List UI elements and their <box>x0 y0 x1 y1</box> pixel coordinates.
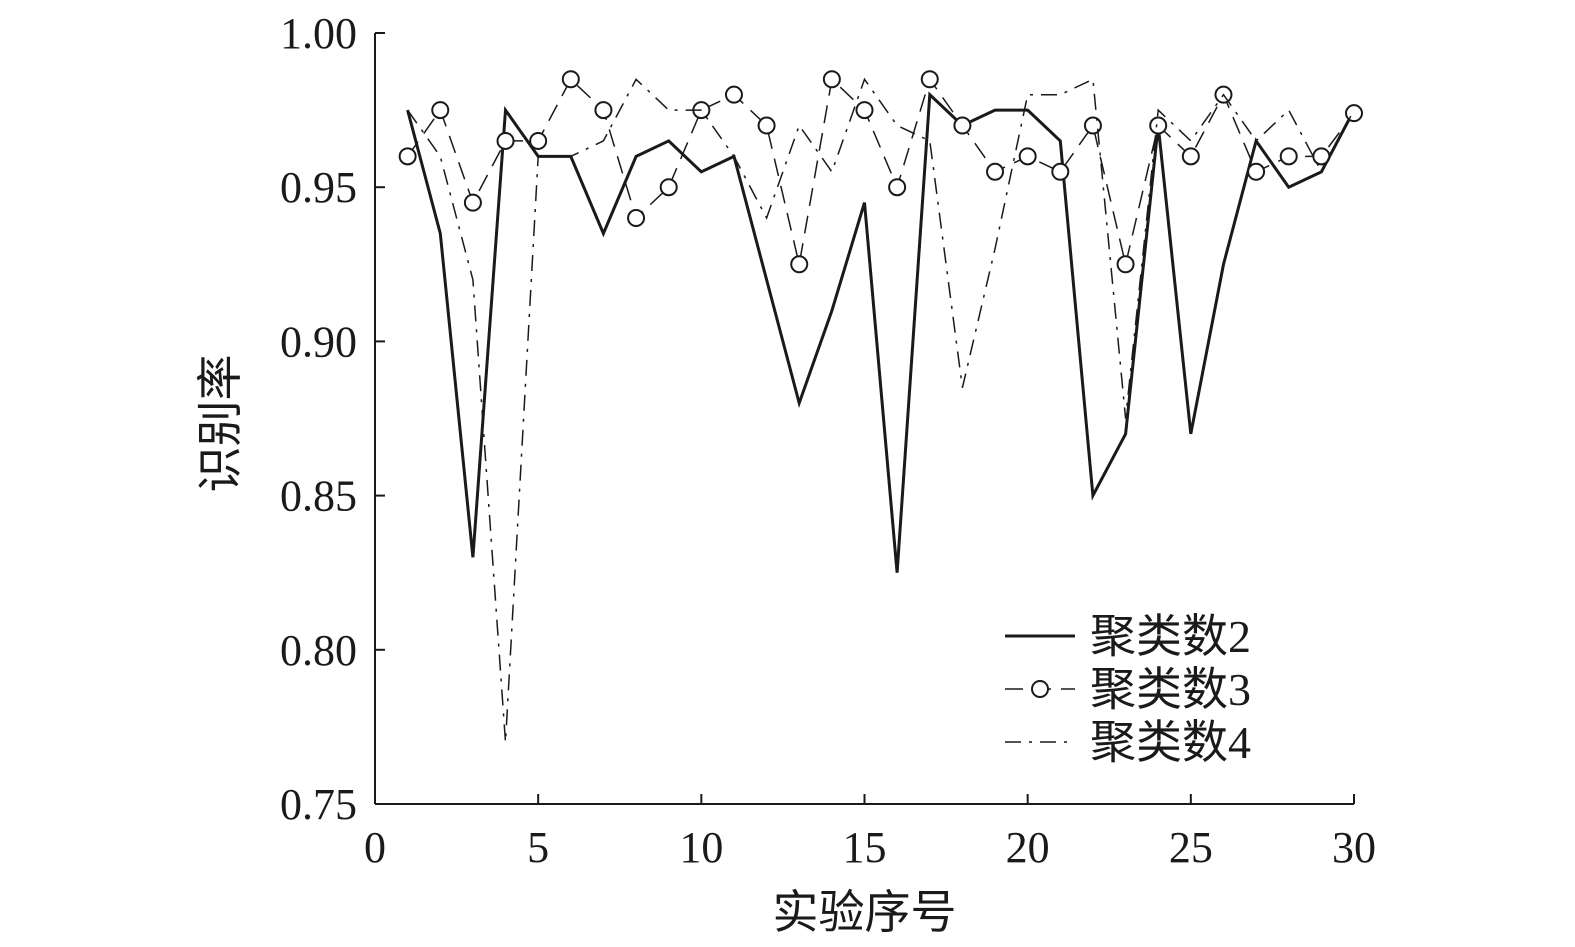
series-line-3 <box>406 77 1355 743</box>
legend-marker-2 <box>1031 680 1049 698</box>
x-tick-label: 20 <box>1006 823 1050 872</box>
series-2-point <box>888 178 907 197</box>
series-2-point <box>1181 147 1200 166</box>
series-2-point <box>953 116 972 135</box>
series-2-point <box>529 131 548 150</box>
series-2-point <box>920 70 939 89</box>
y-axis-title: 识别率 <box>195 355 246 493</box>
y-tick-label: 1.00 <box>280 9 357 58</box>
series-2-point <box>1279 147 1298 166</box>
series-2-point <box>790 255 809 274</box>
y-tick-label: 0.75 <box>280 780 357 829</box>
series-line-1 <box>406 91 1356 573</box>
series-2-point <box>1149 116 1168 135</box>
series-2-point <box>855 101 874 120</box>
series-2-point <box>1312 147 1331 166</box>
legend-label-3: 聚类数4 <box>1090 717 1251 768</box>
series-2-point <box>463 193 482 212</box>
series-2-point <box>724 85 743 104</box>
series-2-point <box>594 101 613 120</box>
series-2-point <box>627 209 646 228</box>
series-2-point <box>757 116 776 135</box>
series-2-point <box>1247 162 1266 181</box>
x-tick-label: 10 <box>679 823 723 872</box>
series-2-point <box>431 101 450 120</box>
series-2-point <box>496 131 515 150</box>
x-tick-label: 30 <box>1332 823 1376 872</box>
series-2-point <box>1018 147 1037 166</box>
x-tick-label: 25 <box>1169 823 1213 872</box>
series-2-point <box>986 162 1005 181</box>
series-2-point <box>1083 116 1102 135</box>
legend-label-1: 聚类数2 <box>1090 611 1251 662</box>
x-axis-title: 实验序号 <box>773 887 957 938</box>
y-tick-label: 0.85 <box>280 472 357 521</box>
series-2-point <box>1051 162 1070 181</box>
series-line-2 <box>406 77 1355 265</box>
series-2-point <box>1116 255 1135 274</box>
x-tick-label: 0 <box>364 823 386 872</box>
y-tick-label: 0.95 <box>280 163 357 212</box>
series-2-point <box>659 178 678 197</box>
legend-label-2: 聚类数3 <box>1090 664 1251 715</box>
x-tick-label: 5 <box>527 823 549 872</box>
series-2-point <box>822 70 841 89</box>
y-tick-label: 0.80 <box>280 626 357 675</box>
series-2-point <box>561 70 580 89</box>
x-tick-label: 15 <box>843 823 887 872</box>
series-2-point <box>398 147 417 166</box>
y-tick-label: 0.90 <box>280 317 357 366</box>
series-2-point <box>1345 104 1363 123</box>
